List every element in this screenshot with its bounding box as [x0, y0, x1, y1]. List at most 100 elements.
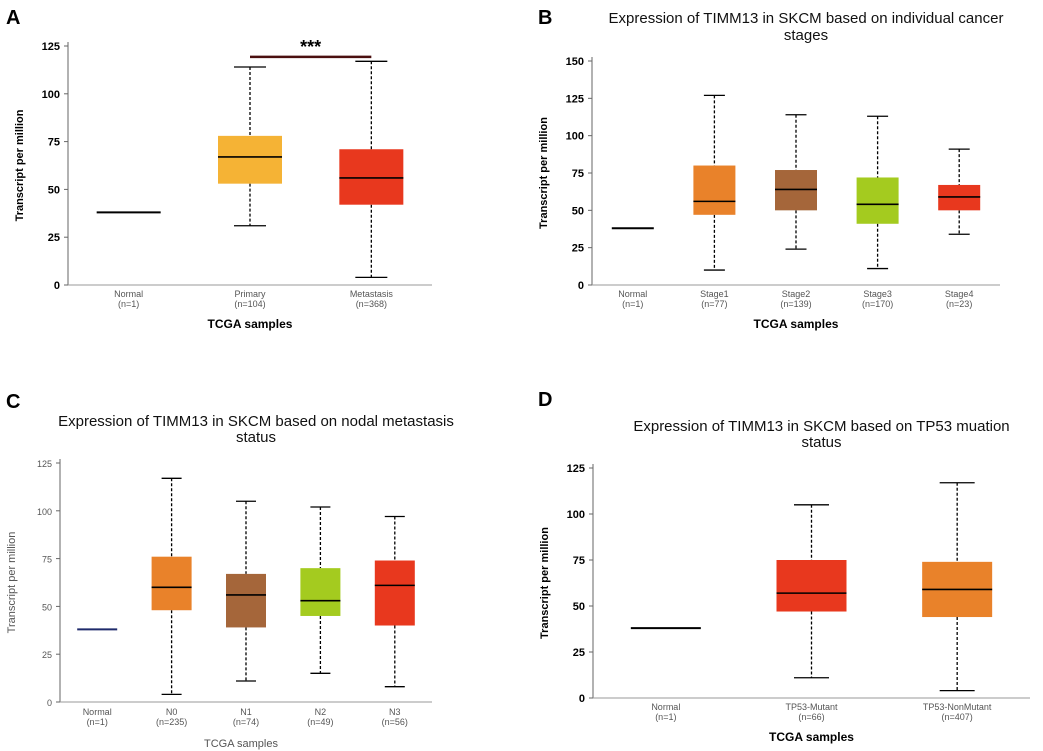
y-tick-label: 75 [572, 168, 584, 180]
panel-letter: A [6, 7, 20, 29]
x-axis-label: TCGA samples [769, 730, 854, 744]
x-tick-label: Stage1 [700, 289, 729, 299]
y-tick-label: 125 [42, 41, 60, 53]
y-tick-label: 50 [572, 205, 584, 217]
y-tick-label: 75 [573, 555, 585, 567]
chart-title-line: Expression of TIMM13 in SKCM based on no… [58, 413, 454, 430]
y-tick-label: 150 [566, 56, 584, 68]
x-tick-count: (n=235) [156, 717, 187, 727]
panel-letter: C [6, 391, 20, 413]
box-stage3 [856, 115, 899, 270]
y-tick-label: 50 [573, 601, 585, 613]
box-stage2 [775, 114, 817, 250]
panels: A 0 25 50 75 100 125 Transcript per million Norm… [6, 7, 1030, 750]
y-tick-label: 25 [573, 647, 585, 659]
x-tick-label: TP53-NonMutant [923, 702, 992, 712]
panel-a: A 0 25 50 75 100 125 Transcript per million Norm… [6, 7, 432, 331]
x-tick-count: (n=1) [87, 717, 108, 727]
chart-title-line: stages [784, 27, 828, 44]
y-tick-label: 100 [567, 509, 585, 521]
x-axis-label: TCGA samples [204, 738, 278, 750]
panel-b: B Expression of TIMM13 in SKCM based on i… [538, 7, 1003, 331]
box-tp53-nonmutant [922, 482, 993, 692]
y-tick-label: 25 [42, 650, 52, 660]
x-axis-label: TCGA samples [754, 317, 839, 331]
x-tick-count: (n=1) [655, 712, 676, 722]
x-tick-label: Stage4 [945, 289, 974, 299]
panel-c: C Expression of TIMM13 in SKCM based on n… [6, 391, 454, 750]
iqr-box [693, 165, 736, 215]
x-tick-label: Normal [83, 707, 112, 717]
x-tick-count: (n=407) [942, 712, 973, 722]
y-tick-label: 50 [42, 602, 52, 612]
y-tick-label: 100 [42, 89, 60, 101]
x-tick-count: (n=104) [234, 299, 265, 309]
y-tick-label: 125 [37, 459, 52, 469]
x-tick-count: (n=77) [701, 299, 727, 309]
x-tick-label: N1 [240, 707, 252, 717]
x-tick-label: Normal [114, 289, 143, 299]
box-n2 [300, 506, 341, 674]
y-tick-label: 100 [566, 131, 584, 143]
iqr-box [300, 568, 341, 616]
y-axis-label: Transcript per million [539, 527, 551, 639]
y-axis-label: Transcript per million [14, 109, 26, 221]
x-tick-label: N3 [389, 707, 401, 717]
x-tick-count: (n=23) [946, 299, 972, 309]
box-primary [218, 66, 282, 227]
x-tick-label: Stage2 [782, 289, 811, 299]
significance-stars: *** [300, 37, 321, 57]
x-axis-label: TCGA samples [208, 317, 293, 331]
x-tick-label: N2 [315, 707, 327, 717]
x-tick-count: (n=1) [118, 299, 139, 309]
y-tick-label: 0 [579, 693, 585, 705]
box-n1 [226, 500, 266, 682]
x-tick-count: (n=1) [622, 299, 643, 309]
y-tick-label: 50 [48, 184, 60, 196]
panel-d: D Expression of TIMM13 in SKCM based on T… [538, 389, 1030, 744]
x-tick-label: Normal [651, 702, 680, 712]
y-tick-label: 0 [578, 280, 584, 292]
y-tick-label: 125 [567, 463, 585, 475]
box-stage4 [938, 148, 981, 235]
x-tick-label: N0 [166, 707, 178, 717]
box-n0 [151, 477, 192, 696]
x-tick-count: (n=170) [862, 299, 893, 309]
x-tick-count: (n=66) [798, 712, 824, 722]
y-tick-label: 25 [572, 243, 584, 255]
box-n3 [374, 515, 415, 688]
x-tick-label: Metastasis [350, 289, 394, 299]
y-axis-label: Transcript per million [538, 117, 550, 229]
x-tick-count: (n=74) [233, 717, 259, 727]
iqr-box [374, 560, 415, 626]
panel-letter: D [538, 389, 552, 411]
x-tick-count: (n=56) [382, 717, 408, 727]
iqr-box [226, 573, 266, 628]
iqr-box [151, 556, 192, 611]
box-stage1 [693, 94, 736, 271]
x-tick-label: Normal [618, 289, 647, 299]
x-tick-count: (n=139) [780, 299, 811, 309]
y-tick-label: 0 [54, 280, 60, 292]
iqr-box [218, 135, 282, 184]
x-tick-count: (n=49) [307, 717, 333, 727]
panel-letter: B [538, 7, 552, 29]
y-tick-label: 75 [48, 137, 60, 149]
y-tick-label: 75 [42, 555, 52, 565]
iqr-box [856, 177, 899, 224]
y-tick-label: 100 [37, 507, 52, 517]
chart-title-line: Expression of TIMM13 in SKCM based on TP… [633, 418, 1009, 435]
x-tick-label: Primary [235, 289, 266, 299]
x-tick-count: (n=368) [356, 299, 387, 309]
y-tick-label: 25 [48, 232, 60, 244]
y-axis-label: Transcript per million [6, 532, 18, 634]
iqr-box [776, 560, 847, 612]
chart-title-line: Expression of TIMM13 in SKCM based on in… [609, 10, 1004, 27]
x-tick-label: Stage3 [863, 289, 892, 299]
y-tick-label: 0 [47, 698, 52, 708]
box-metastasis [339, 60, 404, 279]
chart-title-line: status [801, 434, 841, 451]
y-tick-label: 125 [566, 93, 584, 105]
